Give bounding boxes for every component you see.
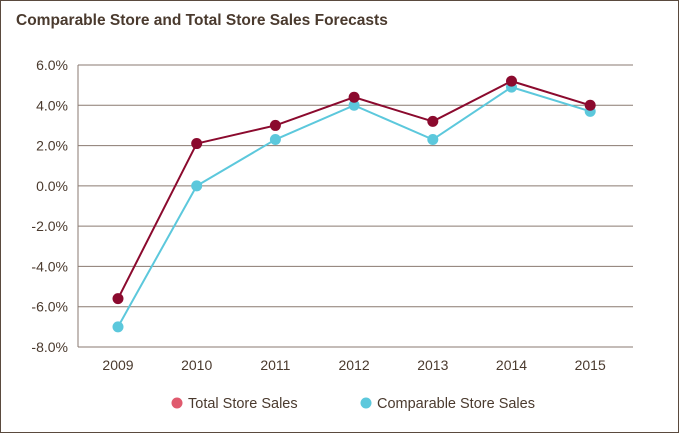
data-point — [348, 99, 360, 111]
y-tick-label: 4.0% — [36, 97, 68, 113]
data-point — [348, 91, 360, 103]
x-tick-label: 2011 — [260, 357, 290, 373]
x-tick-label: 2013 — [417, 357, 448, 373]
data-point — [191, 138, 203, 150]
data-point — [427, 115, 439, 127]
x-tick-label: 2012 — [339, 357, 370, 373]
y-tick-label: -2.0% — [31, 218, 68, 234]
gridlines — [77, 64, 633, 348]
y-tick-label: -4.0% — [31, 258, 68, 274]
data-point — [112, 293, 124, 305]
legend-label: Total Store Sales — [188, 396, 298, 412]
data-point — [427, 134, 439, 146]
y-tick-label: -6.0% — [31, 299, 68, 315]
chart-title: Comparable Store and Total Store Sales F… — [16, 12, 388, 29]
series-line — [117, 86, 591, 328]
x-tick-label: 2010 — [181, 357, 212, 373]
legend-label: Comparable Store Sales — [377, 396, 535, 412]
y-tick-label: 6.0% — [36, 57, 68, 73]
data-point — [584, 99, 596, 111]
y-tick-label: 2.0% — [36, 138, 68, 154]
y-tick-label: 0.0% — [36, 178, 68, 194]
x-tick-label: 2015 — [575, 357, 606, 373]
data-point — [269, 119, 281, 131]
x-tick-label: 2014 — [496, 357, 527, 373]
x-tick-label: 2009 — [102, 357, 133, 373]
data-point — [506, 75, 517, 87]
data-point — [191, 180, 203, 192]
legend-marker — [171, 397, 183, 409]
legend-marker — [360, 397, 372, 409]
data-point — [112, 321, 124, 333]
y-tick-label: -8.0% — [31, 339, 68, 355]
legend: Total Store Sales Comparable Store Sales — [171, 396, 535, 412]
y-axis-ticks: 6.0% 4.0% 2.0% 0.0% -2.0% -4.0% -6.0% -8.0% — [31, 57, 68, 355]
data-point — [269, 134, 281, 146]
x-axis-ticks: 2009 2010 2011 2012 2013 2014 2015 — [102, 357, 606, 373]
series-lines — [112, 75, 596, 333]
